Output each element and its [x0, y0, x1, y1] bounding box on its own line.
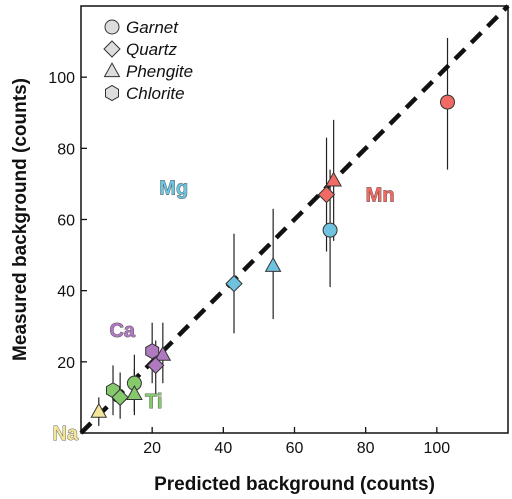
- element-label-na: Na: [53, 423, 79, 445]
- legend-marker-chlorite: [105, 84, 119, 102]
- legend-label-quartz: Quartz: [126, 40, 178, 59]
- y-axis-label: Measured background (counts): [10, 78, 31, 361]
- point-mg-garnet: [322, 222, 338, 238]
- legend-marker-phengite: [103, 62, 121, 78]
- element-label-mn: Mn: [366, 185, 395, 207]
- point-mg-quartz: [225, 274, 243, 293]
- point-ca-phengite: [154, 345, 172, 361]
- legend-label-garnet: Garnet: [126, 18, 179, 37]
- y-tick-label-60: 60: [57, 213, 75, 230]
- point-ca-quartz: [146, 356, 165, 375]
- point-ti-quartz: [111, 388, 129, 407]
- y-tick-label-100: 100: [48, 70, 75, 87]
- point-mg-phengite: [264, 256, 282, 272]
- x-axis-label: Predicted background (counts): [154, 474, 435, 495]
- x-tick-label-60: 60: [286, 440, 304, 457]
- data-points: [90, 94, 456, 418]
- element-label-mg: Mg: [159, 178, 188, 200]
- y-tick-label-20: 20: [57, 355, 75, 372]
- point-mn-phengite: [325, 171, 342, 187]
- legend-label-chlorite: Chlorite: [126, 84, 185, 103]
- point-mn-garnet: [440, 94, 456, 110]
- y-tick-label-40: 40: [57, 284, 75, 301]
- element-labels: Mg Mn Ca Ti Na: [52, 177, 395, 445]
- element-label-ti: Ti: [145, 391, 162, 413]
- element-label-ca: Ca: [109, 320, 135, 342]
- x-tick-label-40: 40: [214, 440, 232, 457]
- legend-label-phengite: Phengite: [126, 62, 193, 81]
- point-mn-quartz: [317, 185, 336, 204]
- point-ca-chlorite: [145, 343, 160, 360]
- legend-marker-quartz: [103, 40, 121, 58]
- point-ti-phengite: [126, 384, 143, 400]
- x-tick-label-80: 80: [357, 440, 375, 457]
- axes: 20 40 60 80 100 20 40 60 80 100: [48, 5, 509, 457]
- legend-marker-garnet: [104, 19, 120, 35]
- x-tick-label-20: 20: [143, 440, 161, 457]
- x-tick-label-100: 100: [423, 440, 450, 457]
- legend: Garnet Quartz Phengite Chlorite: [103, 18, 193, 103]
- point-na-phengite: [90, 402, 108, 418]
- y-tick-label-80: 80: [57, 141, 75, 158]
